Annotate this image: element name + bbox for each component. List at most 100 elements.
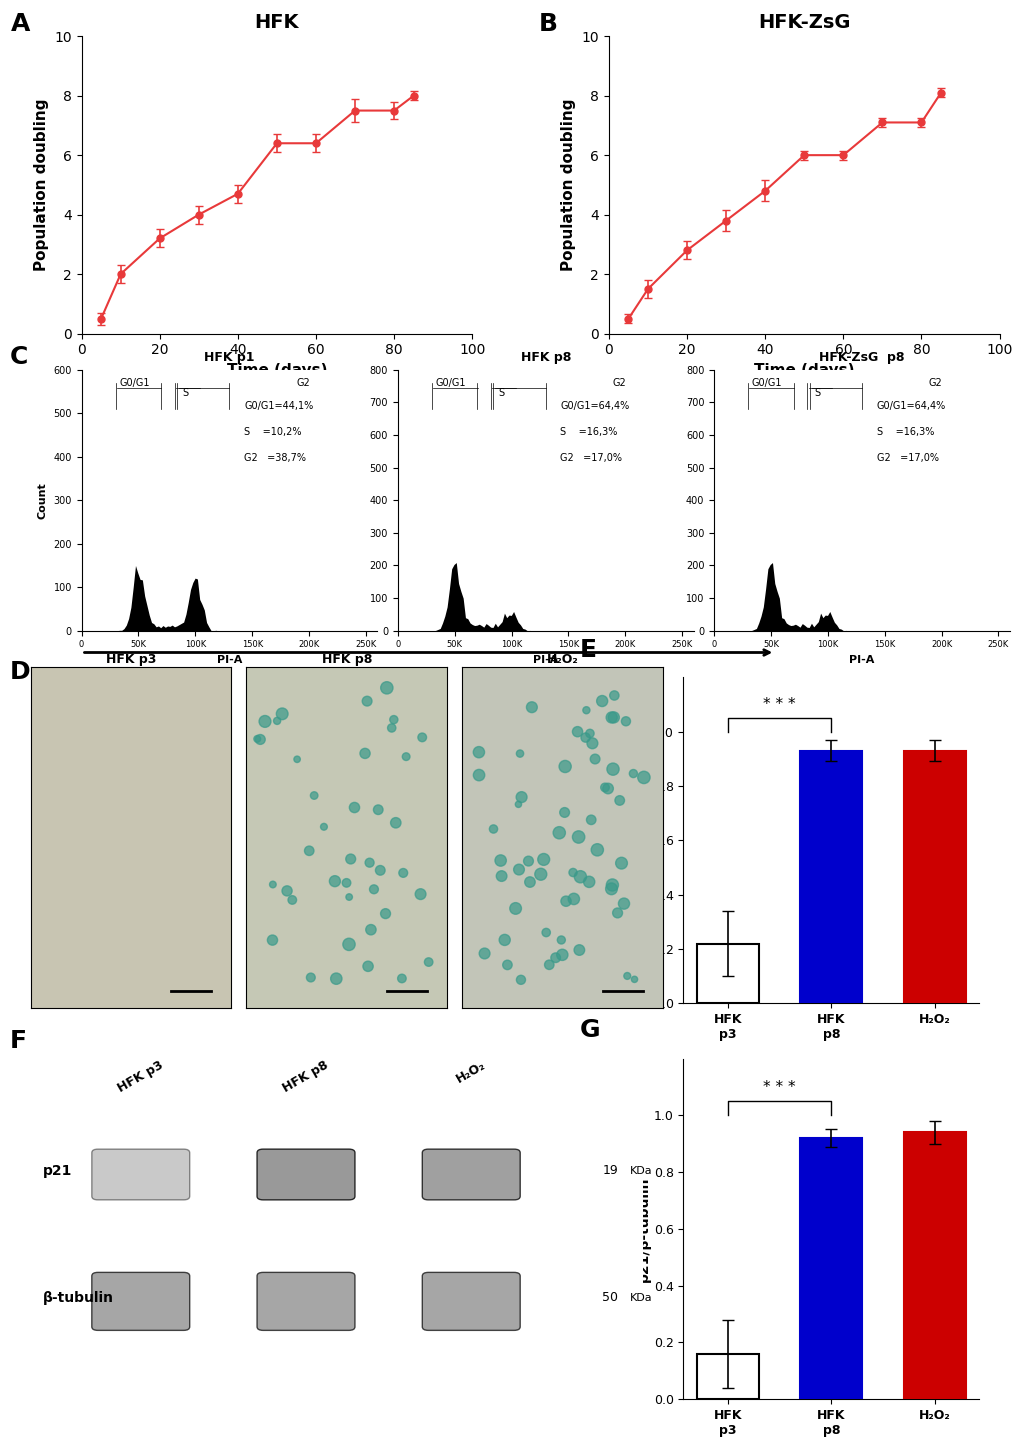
Point — [328, 967, 344, 990]
Point — [522, 870, 538, 893]
Text: G2   =17,0%: G2 =17,0% — [876, 454, 937, 463]
FancyBboxPatch shape — [257, 1273, 355, 1331]
Point — [387, 811, 404, 834]
Point — [584, 732, 600, 755]
Point — [420, 950, 436, 973]
FancyBboxPatch shape — [92, 1148, 190, 1201]
Point — [377, 902, 393, 925]
Point — [359, 690, 375, 713]
Point — [513, 786, 529, 809]
Point — [340, 932, 357, 956]
Text: F: F — [10, 1030, 28, 1054]
Point — [471, 741, 487, 764]
Y-axis label: Relative SA-β-
galactosidase
activity: Relative SA-β- galactosidase activity — [607, 790, 650, 890]
Point — [252, 728, 268, 751]
Point — [603, 706, 620, 729]
Point — [306, 784, 322, 808]
Point — [566, 887, 582, 911]
Point — [571, 938, 587, 961]
Point — [397, 745, 414, 769]
Title: HFK p1: HFK p1 — [204, 351, 255, 364]
Bar — [800, 1138, 861, 1399]
Text: S: S — [181, 389, 189, 397]
Point — [578, 699, 594, 722]
Text: HFK p8: HFK p8 — [280, 1058, 331, 1095]
Text: H₂O₂: H₂O₂ — [453, 1058, 488, 1086]
Point — [288, 748, 305, 771]
Text: KDa: KDa — [630, 1166, 652, 1176]
Title: HFK p8: HFK p8 — [321, 652, 372, 666]
Point — [556, 755, 573, 779]
Point — [619, 964, 635, 987]
Point — [586, 747, 602, 770]
Text: S    =16,3%: S =16,3% — [876, 428, 933, 436]
Text: β-tubulin: β-tubulin — [43, 1290, 114, 1305]
Point — [535, 848, 551, 871]
Y-axis label: Count: Count — [38, 481, 48, 519]
Point — [357, 742, 373, 766]
Point — [565, 861, 581, 884]
Point — [316, 815, 332, 838]
X-axis label: PI-A: PI-A — [849, 655, 873, 666]
Point — [570, 825, 586, 848]
Title: HFK-ZsG  p8: HFK-ZsG p8 — [818, 351, 904, 364]
Point — [510, 793, 526, 816]
Point — [553, 944, 570, 967]
Point — [493, 864, 510, 887]
Point — [635, 766, 651, 789]
Text: S    =16,3%: S =16,3% — [560, 428, 618, 436]
Point — [366, 877, 382, 900]
Point — [583, 808, 599, 831]
FancyBboxPatch shape — [422, 1273, 520, 1331]
Bar — [903, 1132, 965, 1399]
Text: G2: G2 — [928, 377, 942, 387]
Point — [626, 967, 642, 990]
Point — [547, 945, 564, 969]
Point — [520, 850, 536, 873]
Title: HFK p3: HFK p3 — [106, 652, 156, 666]
Text: G: G — [580, 1018, 600, 1041]
Point — [278, 879, 294, 902]
FancyBboxPatch shape — [92, 1273, 190, 1331]
Point — [589, 838, 605, 861]
Text: S: S — [497, 389, 504, 397]
Text: 50: 50 — [601, 1292, 618, 1304]
Point — [608, 902, 625, 925]
Point — [269, 709, 285, 732]
Text: * * *: * * * — [762, 697, 795, 712]
Text: D: D — [10, 660, 31, 684]
X-axis label: PI-A: PI-A — [217, 655, 242, 666]
Text: G2   =17,0%: G2 =17,0% — [560, 454, 622, 463]
Point — [360, 954, 376, 977]
Point — [513, 969, 529, 992]
Point — [394, 861, 411, 884]
Point — [393, 967, 410, 990]
Text: G2: G2 — [297, 377, 310, 387]
Point — [378, 676, 394, 699]
Title: HFK-ZsG: HFK-ZsG — [757, 13, 850, 32]
Point — [284, 889, 301, 912]
Point — [557, 890, 574, 914]
Point — [605, 706, 622, 729]
Point — [249, 728, 265, 751]
Point — [496, 928, 513, 951]
Text: G0/G1=44,1%: G0/G1=44,1% — [245, 402, 313, 410]
Text: * * *: * * * — [762, 1080, 795, 1095]
Point — [603, 877, 620, 900]
Point — [512, 742, 528, 766]
Point — [257, 710, 273, 734]
Text: G2: G2 — [612, 377, 626, 387]
Point — [301, 840, 317, 863]
Point — [612, 851, 629, 874]
Point — [274, 702, 290, 725]
Point — [338, 871, 355, 895]
Point — [412, 883, 428, 906]
Point — [605, 684, 622, 708]
Point — [485, 818, 501, 841]
Bar — [800, 751, 861, 1003]
Point — [541, 953, 557, 976]
Point — [569, 721, 585, 744]
Point — [385, 708, 401, 731]
Title: H₂O₂: H₂O₂ — [546, 652, 578, 666]
Point — [511, 858, 527, 882]
